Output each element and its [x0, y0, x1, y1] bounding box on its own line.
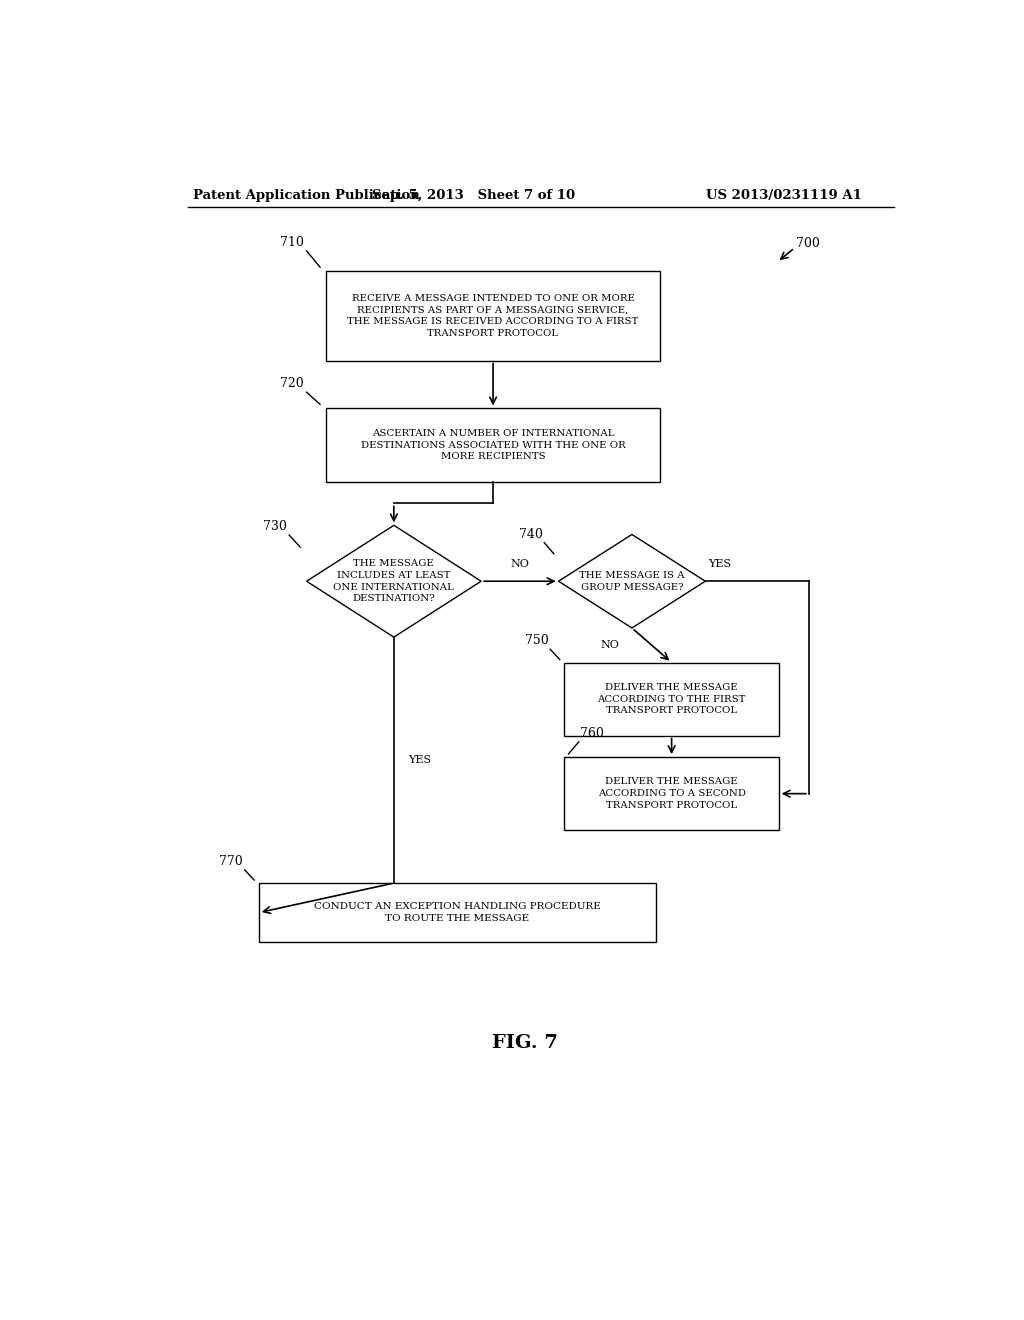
Text: FIG. 7: FIG. 7	[492, 1034, 558, 1052]
FancyBboxPatch shape	[259, 883, 655, 942]
Text: 770: 770	[219, 855, 243, 867]
Text: Patent Application Publication: Patent Application Publication	[194, 189, 420, 202]
Text: ASCERTAIN A NUMBER OF INTERNATIONAL
DESTINATIONS ASSOCIATED WITH THE ONE OR
MORE: ASCERTAIN A NUMBER OF INTERNATIONAL DEST…	[360, 429, 626, 461]
FancyBboxPatch shape	[564, 663, 779, 735]
Text: RECEIVE A MESSAGE INTENDED TO ONE OR MORE
RECIPIENTS AS PART OF A MESSAGING SERV: RECEIVE A MESSAGE INTENDED TO ONE OR MOR…	[347, 294, 639, 338]
Text: YES: YES	[708, 560, 731, 569]
Text: US 2013/0231119 A1: US 2013/0231119 A1	[707, 189, 862, 202]
Text: THE MESSAGE IS A
GROUP MESSAGE?: THE MESSAGE IS A GROUP MESSAGE?	[580, 570, 685, 591]
Text: YES: YES	[409, 755, 431, 766]
Polygon shape	[558, 535, 706, 628]
Text: 750: 750	[525, 635, 549, 647]
Polygon shape	[306, 525, 481, 638]
Text: DELIVER THE MESSAGE
ACCORDING TO THE FIRST
TRANSPORT PROTOCOL: DELIVER THE MESSAGE ACCORDING TO THE FIR…	[597, 682, 745, 715]
Text: 740: 740	[519, 528, 543, 541]
FancyBboxPatch shape	[327, 271, 659, 360]
Text: DELIVER THE MESSAGE
ACCORDING TO A SECOND
TRANSPORT PROTOCOL: DELIVER THE MESSAGE ACCORDING TO A SECON…	[598, 777, 745, 810]
Text: THE MESSAGE
INCLUDES AT LEAST
ONE INTERNATIONAL
DESTINATION?: THE MESSAGE INCLUDES AT LEAST ONE INTERN…	[334, 560, 455, 603]
Text: 760: 760	[580, 727, 603, 739]
FancyBboxPatch shape	[564, 758, 779, 830]
Text: 710: 710	[281, 236, 304, 249]
FancyBboxPatch shape	[327, 408, 659, 482]
Text: 700: 700	[797, 236, 820, 249]
Text: Sep. 5, 2013   Sheet 7 of 10: Sep. 5, 2013 Sheet 7 of 10	[372, 189, 574, 202]
Text: NO: NO	[510, 560, 529, 569]
Text: NO: NO	[600, 640, 620, 651]
Text: 730: 730	[263, 520, 287, 533]
Text: 720: 720	[281, 378, 304, 391]
Text: CONDUCT AN EXCEPTION HANDLING PROCEDURE
TO ROUTE THE MESSAGE: CONDUCT AN EXCEPTION HANDLING PROCEDURE …	[314, 902, 601, 923]
